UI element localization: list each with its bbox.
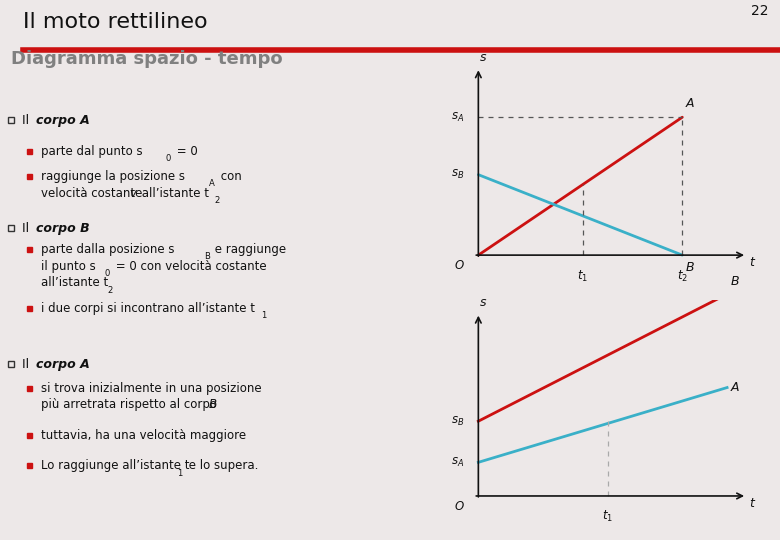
Text: corpo A: corpo A xyxy=(37,357,90,370)
Text: Lo raggiunge all’istante t: Lo raggiunge all’istante t xyxy=(41,460,190,472)
Text: s: s xyxy=(480,51,487,64)
Bar xyxy=(27,174,31,179)
Text: B: B xyxy=(731,275,739,288)
Text: B: B xyxy=(209,399,217,411)
Text: 2: 2 xyxy=(108,286,113,294)
Text: $t_1$: $t_1$ xyxy=(602,509,613,524)
Text: si trova inizialmente in una posizione: si trova inizialmente in una posizione xyxy=(41,382,261,395)
Bar xyxy=(27,433,31,437)
Text: 0: 0 xyxy=(105,269,110,278)
Text: 1: 1 xyxy=(177,469,183,478)
Text: all’istante t: all’istante t xyxy=(138,187,209,200)
Text: tuttavia, ha una velocità maggiore: tuttavia, ha una velocità maggiore xyxy=(41,429,246,442)
Text: $s_A$: $s_A$ xyxy=(452,456,465,469)
Bar xyxy=(27,149,31,154)
Bar xyxy=(27,386,31,390)
Text: corpo B: corpo B xyxy=(37,222,90,235)
Text: 0: 0 xyxy=(165,154,171,163)
Text: Il: Il xyxy=(22,357,34,370)
Text: all’istante t: all’istante t xyxy=(41,276,108,289)
Text: i due corpi si incontrano all’istante t: i due corpi si incontrano all’istante t xyxy=(41,302,255,315)
Text: Diagramma spazio - tempo: Diagramma spazio - tempo xyxy=(11,51,282,69)
Text: A: A xyxy=(686,97,694,110)
Text: parte dalla posizione s: parte dalla posizione s xyxy=(41,243,175,256)
Text: Il: Il xyxy=(22,222,34,235)
Text: velocità costante: velocità costante xyxy=(41,187,146,200)
Text: t: t xyxy=(750,497,754,510)
Text: s: s xyxy=(480,296,487,309)
Text: Il moto rettilineo: Il moto rettilineo xyxy=(23,12,208,32)
Text: = 0 con velocità costante: = 0 con velocità costante xyxy=(112,260,267,273)
Text: più arretrata rispetto al corpo: più arretrata rispetto al corpo xyxy=(41,399,221,411)
Text: O: O xyxy=(454,500,463,512)
Text: v: v xyxy=(129,187,136,200)
Bar xyxy=(27,247,31,252)
Text: 22: 22 xyxy=(751,4,768,18)
Text: il punto s: il punto s xyxy=(41,260,96,273)
Bar xyxy=(27,463,31,468)
Text: A: A xyxy=(731,381,739,394)
Text: t: t xyxy=(750,256,754,269)
Text: = 0: = 0 xyxy=(172,145,197,158)
Text: $s_B$: $s_B$ xyxy=(452,168,465,181)
Text: 2: 2 xyxy=(215,196,220,205)
Bar xyxy=(27,306,31,311)
Bar xyxy=(8,118,14,123)
Bar xyxy=(8,361,14,367)
Bar xyxy=(8,225,14,231)
Text: con: con xyxy=(217,170,241,183)
Text: B: B xyxy=(686,261,695,274)
Text: $s_B$: $s_B$ xyxy=(452,415,465,428)
Text: B: B xyxy=(204,252,210,261)
Text: parte dal punto s: parte dal punto s xyxy=(41,145,143,158)
Text: e raggiunge: e raggiunge xyxy=(211,243,285,256)
Text: O: O xyxy=(454,259,463,272)
Text: $t_1$: $t_1$ xyxy=(577,268,588,284)
Text: Il: Il xyxy=(22,114,34,127)
Text: e lo supera.: e lo supera. xyxy=(185,460,258,472)
Text: corpo A: corpo A xyxy=(37,114,90,127)
Text: $s_A$: $s_A$ xyxy=(452,111,465,124)
Text: $t_2$: $t_2$ xyxy=(677,268,688,284)
Text: raggiunge la posizione s: raggiunge la posizione s xyxy=(41,170,185,183)
Text: A: A xyxy=(209,179,215,188)
Text: 1: 1 xyxy=(261,312,266,320)
